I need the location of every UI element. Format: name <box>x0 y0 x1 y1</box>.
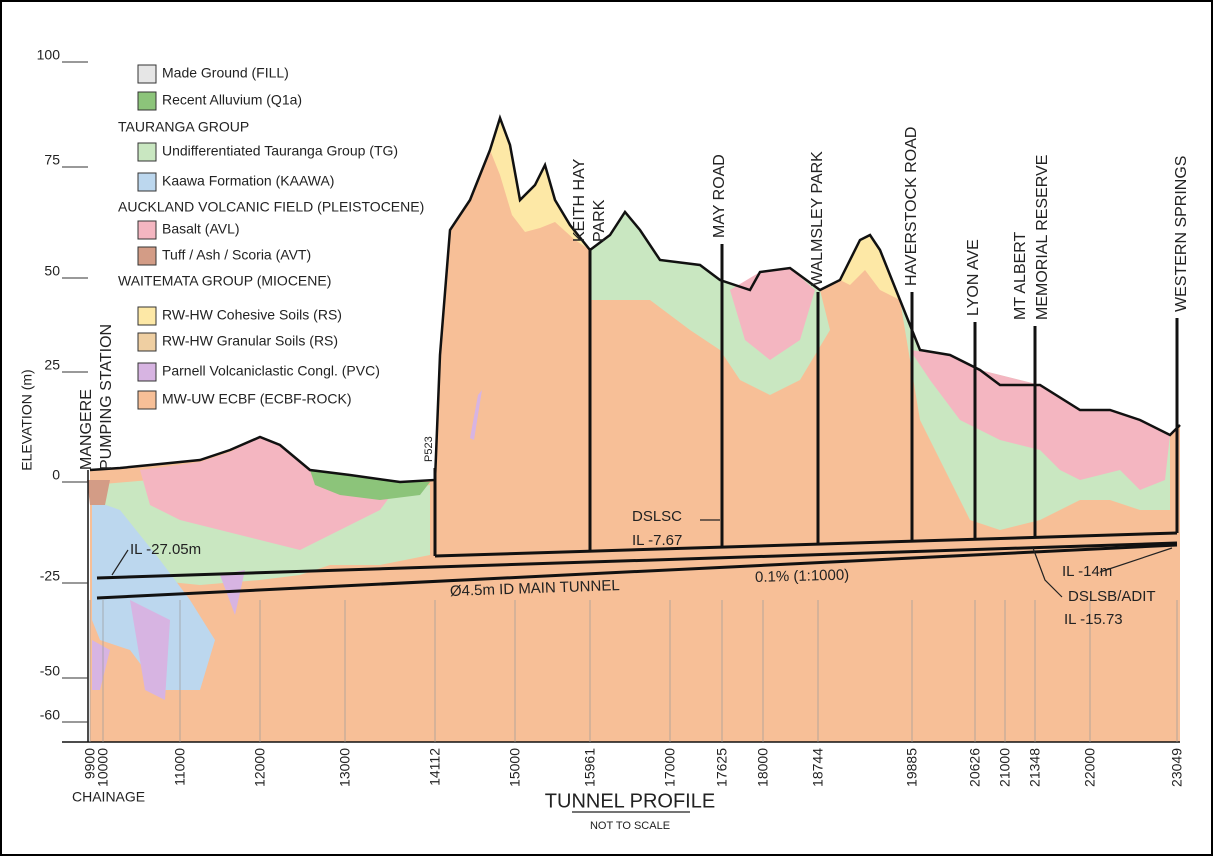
x-tick-label: 13000 <box>337 748 353 787</box>
legend-label: Kaawa Formation (KAAWA) <box>162 173 334 189</box>
site-label: MANGERE <box>78 389 95 470</box>
legend-label: Made Ground (FILL) <box>162 65 289 81</box>
site-label: MEMORIAL RESERVE <box>1034 155 1051 320</box>
legend-label: Tuff / Ash / Scoria (AVT) <box>162 247 311 263</box>
y-tick-label: 100 <box>37 47 61 63</box>
basalt-left <box>140 437 400 550</box>
annotation: DSLSC <box>632 508 682 525</box>
x-tick-label: 12000 <box>252 748 268 787</box>
annotation: IL -7.67 <box>632 532 682 549</box>
legend-swatch <box>137 332 157 352</box>
legend-swatch <box>137 306 157 326</box>
y-tick-label: 75 <box>44 152 60 168</box>
leader <box>1099 547 1173 573</box>
x-tick-label: 17000 <box>662 748 678 787</box>
x-tick-label: 17625 <box>714 748 730 787</box>
site-label: LYON AVE <box>965 239 982 316</box>
annotation: 0.1% (1:1000) <box>755 567 850 586</box>
x-tick-label: 15000 <box>507 748 523 787</box>
site-label: PUMPING STATION <box>98 324 115 470</box>
tunnel-invert <box>96 543 1178 600</box>
legend-label: Basalt (AVL) <box>162 221 240 237</box>
x-tick-label: 18744 <box>810 748 826 787</box>
tunnel <box>62 470 1180 743</box>
legend-label: Recent Alluvium (Q1a) <box>162 92 302 108</box>
leader <box>1032 547 1063 598</box>
basalt-mid <box>730 268 815 360</box>
legend-label: RW-HW Cohesive Soils (RS) <box>162 307 342 323</box>
legend-swatch <box>137 246 157 266</box>
legend-label: RW-HW Granular Soils (RS) <box>162 333 338 349</box>
leaders <box>111 519 1173 813</box>
title: TUNNEL PROFILE <box>545 790 715 812</box>
x-tick-label: 23049 <box>1169 748 1185 787</box>
leader <box>111 549 129 576</box>
x-tick-label: 22000 <box>1082 748 1098 787</box>
legend-swatch <box>137 64 157 84</box>
legend-swatch <box>137 390 157 410</box>
legend-label: MW-UW ECBF (ECBF-ROCK) <box>162 391 352 407</box>
y-tick-label: 0 <box>52 467 60 483</box>
annotation: Ø4.5m ID MAIN TUNNEL <box>450 577 620 600</box>
y-tick-label: -50 <box>40 663 60 679</box>
legend-swatch <box>137 91 157 111</box>
y-tick-label: -60 <box>40 707 60 723</box>
ground-surface <box>89 114 1181 484</box>
site-label: P523 <box>423 436 435 462</box>
legend-label: Undifferentiated Tauranga Group (TG) <box>162 143 398 159</box>
x-tick-label: 9900 <box>82 748 98 779</box>
site-label: WALMSLEY PARK <box>809 151 826 286</box>
legend-header: AUCKLAND VOLCANIC FIELD (PLEISTOCENE) <box>118 199 424 215</box>
legend-label: Parnell Volcaniclastic Congl. (PVC) <box>162 363 380 379</box>
legend-swatch <box>137 220 157 240</box>
x-tick-label: 19885 <box>904 748 920 787</box>
x-tick-label: 11000 <box>172 748 188 786</box>
annotation: IL -27.05m <box>130 541 201 558</box>
legend-header: TAURANGA GROUP <box>118 119 249 135</box>
y-tick-label: 25 <box>44 357 60 373</box>
y-axis-label: ELEVATION (m) <box>19 369 35 470</box>
y-tick-label: -25 <box>40 568 60 584</box>
x-caption: CHAINAGE <box>72 789 145 805</box>
x-tick-label: 14112 <box>427 748 443 786</box>
annotation: DSLSB/ADIT <box>1068 588 1156 605</box>
tunnel-crown <box>96 541 1178 580</box>
x-tick-label: 20626 <box>967 748 983 787</box>
legend-header: WAITEMATA GROUP (MIOCENE) <box>118 273 331 289</box>
x-tick-label: 21000 <box>997 748 1013 787</box>
y-tick-label: 50 <box>44 263 60 279</box>
x-tick-label: 21348 <box>1027 748 1043 787</box>
site-label: HAVERSTOCK ROAD <box>903 127 920 286</box>
shaft-connection <box>434 531 1178 558</box>
x-tick-label: 15961 <box>582 748 598 787</box>
site-label: MT ALBERT <box>1012 231 1029 320</box>
annotation: IL -15.73 <box>1064 611 1123 628</box>
alluvium <box>310 470 430 500</box>
legend-swatch <box>137 172 157 192</box>
x-tick-label: 18000 <box>755 748 771 787</box>
site-label: PARK <box>591 199 608 242</box>
subtitle: NOT TO SCALE <box>590 820 670 832</box>
x-tick-label: 10000 <box>95 748 111 787</box>
site-label: KEITH HAY <box>571 158 588 242</box>
legend-swatch <box>137 362 157 382</box>
site-label: WESTERN SPRINGS <box>1173 156 1190 312</box>
annotation: IL -14m <box>1062 563 1112 580</box>
site-label: MAY ROAD <box>711 154 728 238</box>
legend-swatch <box>137 142 157 162</box>
